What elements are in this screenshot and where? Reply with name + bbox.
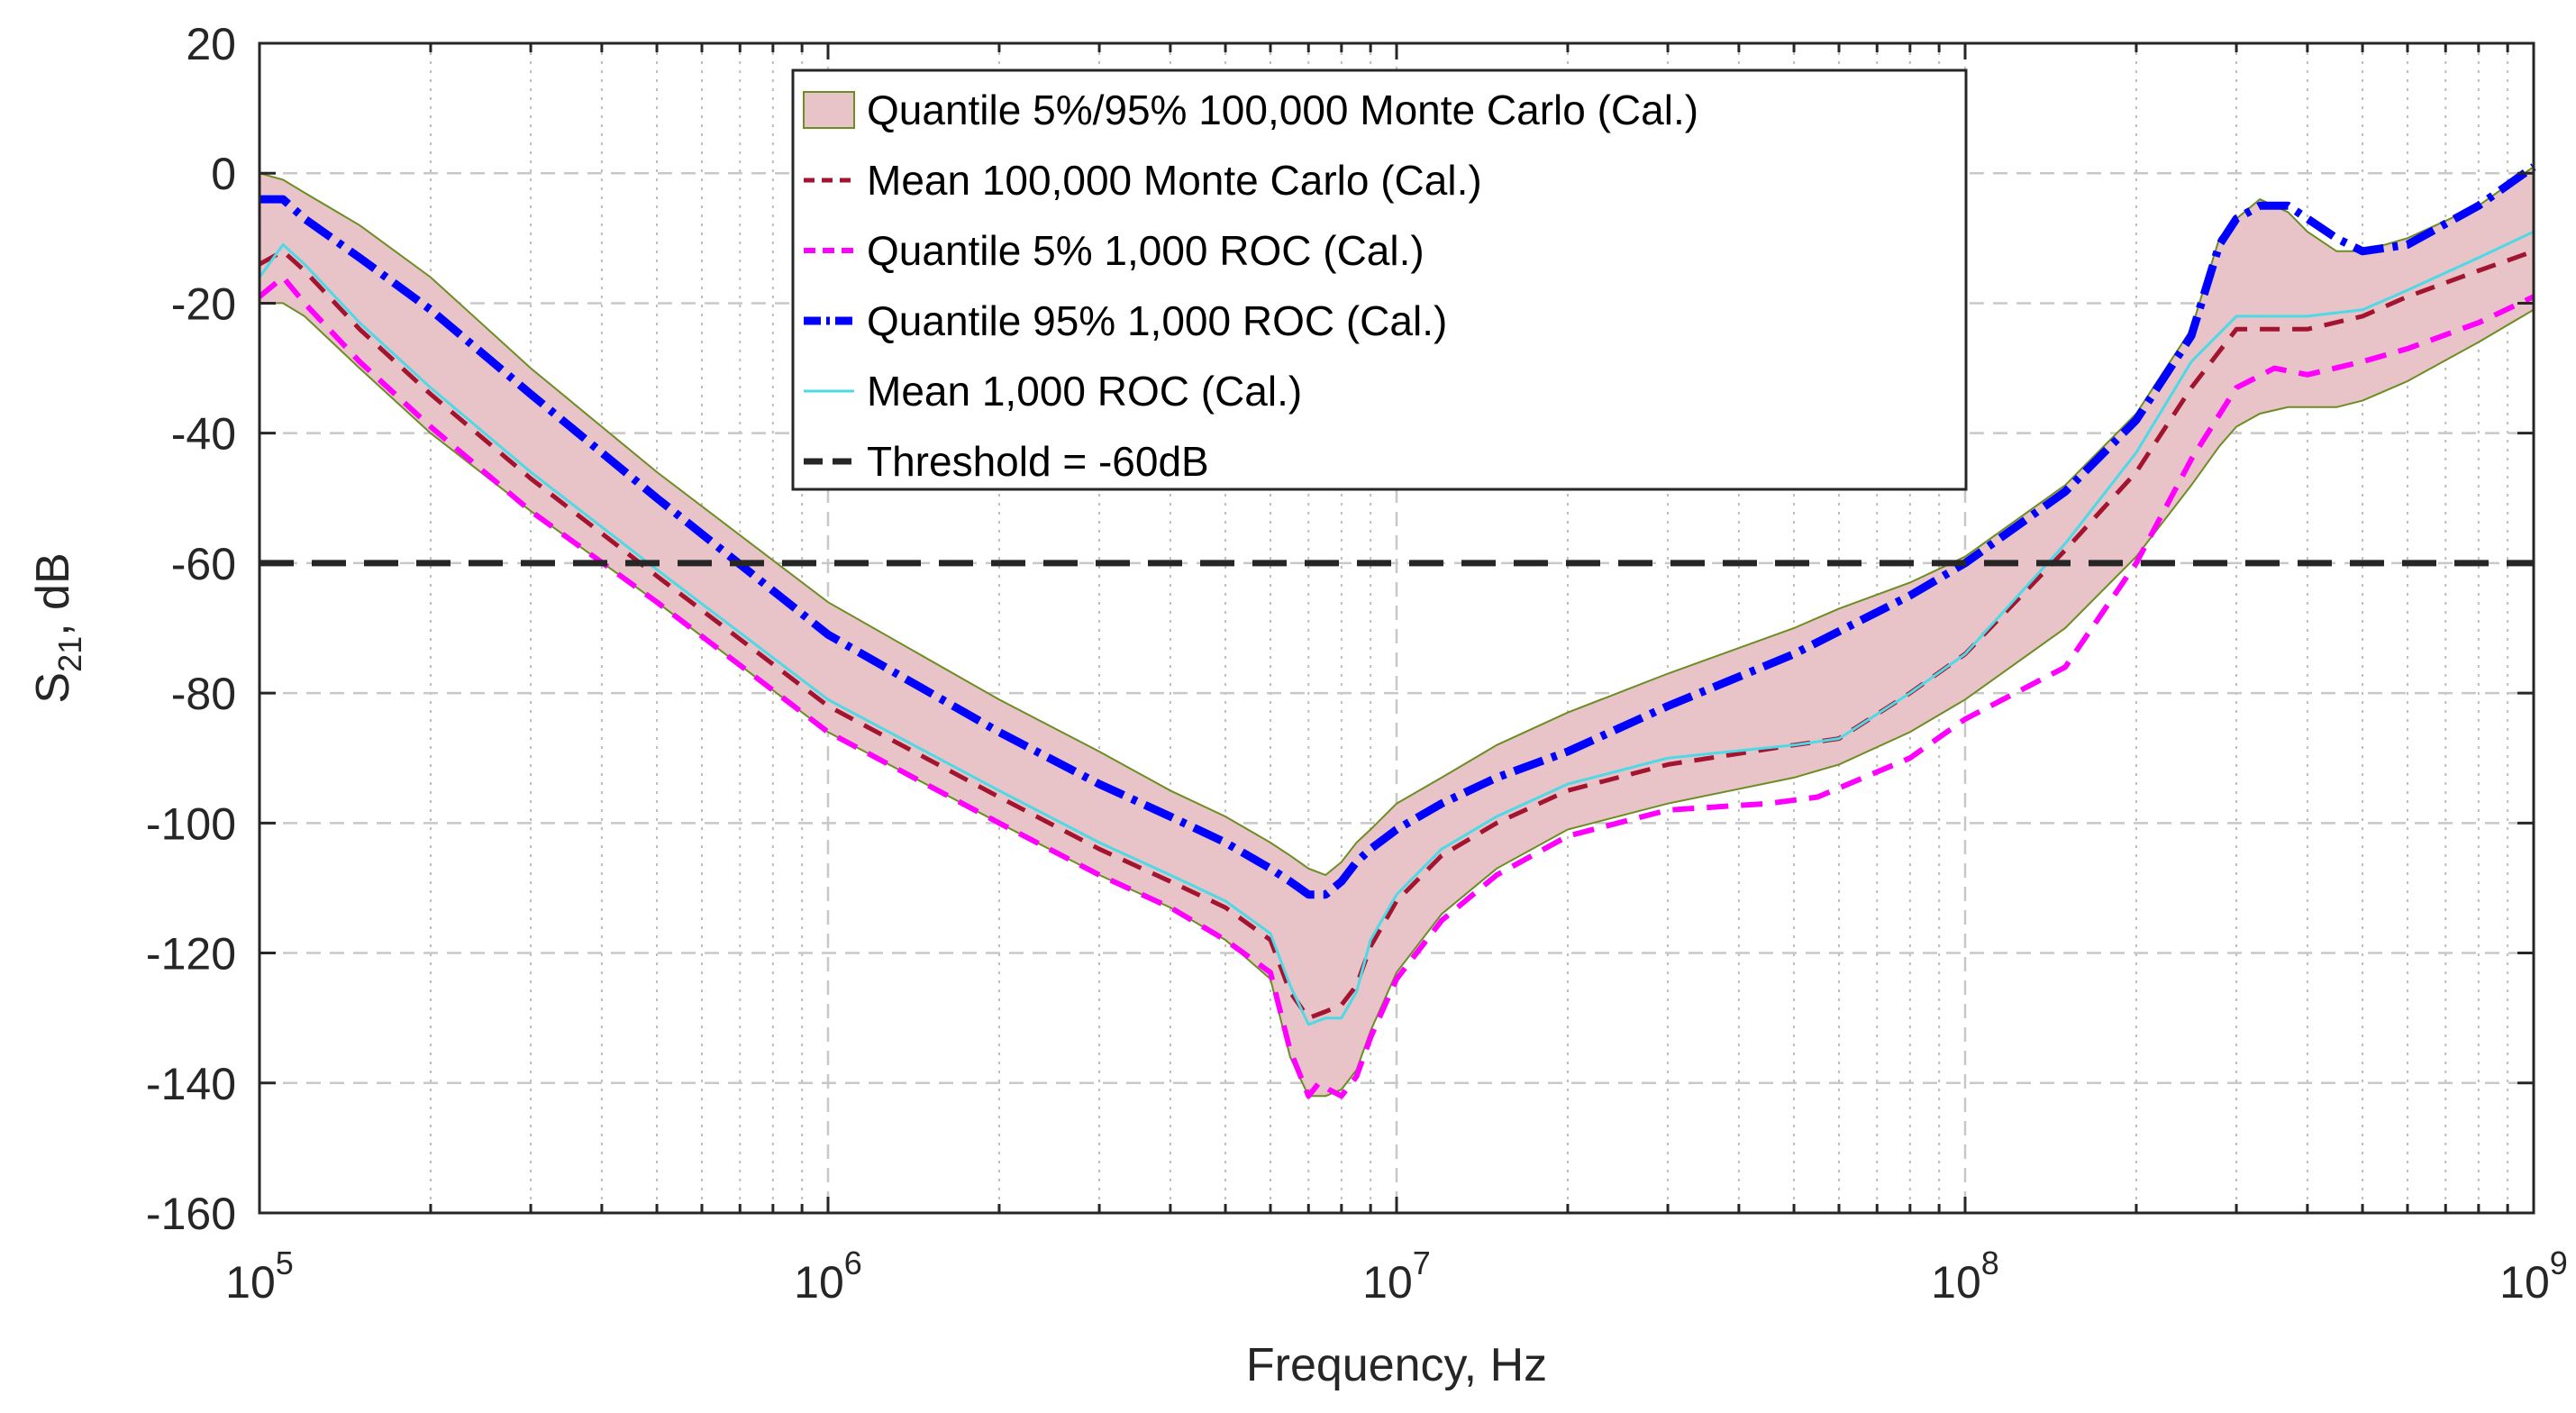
y-axis-label-main: S bbox=[27, 672, 79, 704]
legend-label: Quantile 5% 1,000 ROC (Cal.) bbox=[867, 227, 1425, 274]
x-tick-base: 10 bbox=[1931, 1257, 1981, 1308]
x-tick-label: 107 bbox=[1362, 1244, 1431, 1308]
legend-entries: Quantile 5%/95% 100,000 Monte Carlo (Cal… bbox=[803, 87, 1698, 485]
legend-label: Threshold = -60dB bbox=[867, 438, 1209, 485]
x-tick-base: 10 bbox=[2499, 1257, 2550, 1308]
legend-entry-5: Threshold = -60dB bbox=[804, 438, 1209, 485]
series-line-2 bbox=[259, 163, 2536, 899]
legend-entry-2: Quantile 5% 1,000 ROC (Cal.) bbox=[804, 227, 1425, 274]
x-tick-label: 106 bbox=[794, 1244, 862, 1308]
legend: Quantile 5%/95% 100,000 Monte Carlo (Cal… bbox=[791, 68, 1968, 491]
x-tick-labels: 105 106 107 108 109 bbox=[225, 1244, 2568, 1308]
y-axis-label: S21, dB bbox=[27, 552, 88, 703]
x-tick-exponent: 6 bbox=[844, 1244, 862, 1281]
legend-label: Mean 1,000 ROC (Cal.) bbox=[867, 368, 1302, 415]
series-lines bbox=[258, 163, 2536, 1099]
x-tick-label: 108 bbox=[1931, 1244, 1999, 1308]
legend-entry-4: Mean 1,000 ROC (Cal.) bbox=[804, 368, 1302, 415]
x-tick-label: 109 bbox=[2499, 1244, 2568, 1308]
y-axis-label-suffix: , dB bbox=[27, 552, 79, 636]
y-tick-label: -60 bbox=[171, 539, 236, 589]
x-tick-base: 10 bbox=[225, 1257, 276, 1308]
legend-entry-1: Mean 100,000 Monte Carlo (Cal.) bbox=[804, 157, 1482, 204]
legend-label: Quantile 5%/95% 100,000 Monte Carlo (Cal… bbox=[867, 87, 1698, 133]
legend-entry-3: Quantile 95% 1,000 ROC (Cal.) bbox=[804, 297, 1447, 344]
y-tick-label: -80 bbox=[171, 669, 236, 719]
y-tick-label: -160 bbox=[146, 1189, 236, 1239]
x-tick-base: 10 bbox=[1362, 1257, 1413, 1308]
y-tick-label: -120 bbox=[146, 929, 236, 980]
legend-box bbox=[791, 68, 1968, 491]
y-tick-label: 0 bbox=[211, 149, 236, 199]
legend-label: Quantile 95% 1,000 ROC (Cal.) bbox=[867, 297, 1447, 344]
y-axis-label-subscript: 21 bbox=[51, 636, 88, 672]
x-tick-exponent: 5 bbox=[276, 1244, 294, 1281]
series-line-1 bbox=[258, 274, 2535, 1099]
x-axis-label: Frequency, Hz bbox=[1246, 1339, 1547, 1391]
x-tick-base: 10 bbox=[794, 1257, 844, 1308]
x-tick-label: 105 bbox=[225, 1244, 294, 1308]
series-line-0 bbox=[258, 249, 2535, 1021]
y-tick-label: -40 bbox=[171, 409, 236, 460]
y-tick-label: -20 bbox=[171, 278, 236, 329]
y-tick-label: 20 bbox=[186, 19, 236, 69]
y-tick-label: -100 bbox=[146, 798, 236, 849]
x-tick-exponent: 8 bbox=[1981, 1244, 1999, 1281]
legend-swatch bbox=[803, 91, 855, 129]
legend-entry-0: Quantile 5%/95% 100,000 Monte Carlo (Cal… bbox=[803, 87, 1698, 133]
series-line-3 bbox=[258, 230, 2535, 1026]
legend-label: Mean 100,000 Monte Carlo (Cal.) bbox=[867, 157, 1482, 204]
y-tick-label: -140 bbox=[146, 1059, 236, 1109]
x-tick-exponent: 7 bbox=[1413, 1244, 1431, 1281]
y-tick-labels: 20 0 -20 -40 -60 -80 -100 -120 -140 -160 bbox=[146, 19, 236, 1239]
x-tick-exponent: 9 bbox=[2550, 1244, 2568, 1281]
axis-ticks bbox=[258, 41, 2535, 1215]
